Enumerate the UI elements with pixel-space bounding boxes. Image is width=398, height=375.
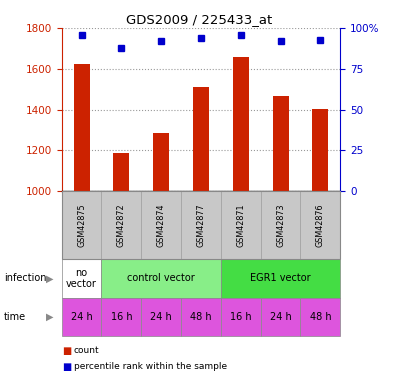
Text: GSM42874: GSM42874 [157, 203, 166, 247]
Text: percentile rank within the sample: percentile rank within the sample [74, 362, 227, 371]
Text: ■: ■ [62, 346, 71, 355]
Text: ▶: ▶ [46, 312, 53, 322]
Text: 48 h: 48 h [310, 312, 331, 322]
Text: 16 h: 16 h [111, 312, 132, 322]
Bar [74, 64, 90, 191]
Bar [273, 96, 289, 191]
Text: time: time [4, 312, 26, 322]
Text: GSM42875: GSM42875 [77, 203, 86, 247]
Text: 16 h: 16 h [230, 312, 252, 322]
Text: 24 h: 24 h [71, 312, 92, 322]
Text: GSM42877: GSM42877 [197, 203, 205, 247]
Bar [113, 153, 129, 191]
Bar [233, 57, 249, 191]
Bar [312, 109, 328, 191]
Text: GSM42873: GSM42873 [276, 203, 285, 247]
Text: GSM42876: GSM42876 [316, 203, 325, 247]
Text: 24 h: 24 h [270, 312, 291, 322]
Text: GDS2009 / 225433_at: GDS2009 / 225433_at [126, 13, 272, 26]
Text: no
vector: no vector [66, 268, 97, 289]
Text: 48 h: 48 h [190, 312, 212, 322]
Text: ▶: ▶ [46, 273, 53, 284]
Text: EGR1 vector: EGR1 vector [250, 273, 311, 284]
Text: infection: infection [4, 273, 47, 284]
Text: ■: ■ [62, 362, 71, 372]
Text: control vector: control vector [127, 273, 195, 284]
Bar [193, 87, 209, 191]
Text: count: count [74, 346, 99, 355]
Bar [153, 133, 169, 191]
Text: GSM42871: GSM42871 [236, 203, 245, 247]
Text: GSM42872: GSM42872 [117, 203, 126, 247]
Text: 24 h: 24 h [150, 312, 172, 322]
